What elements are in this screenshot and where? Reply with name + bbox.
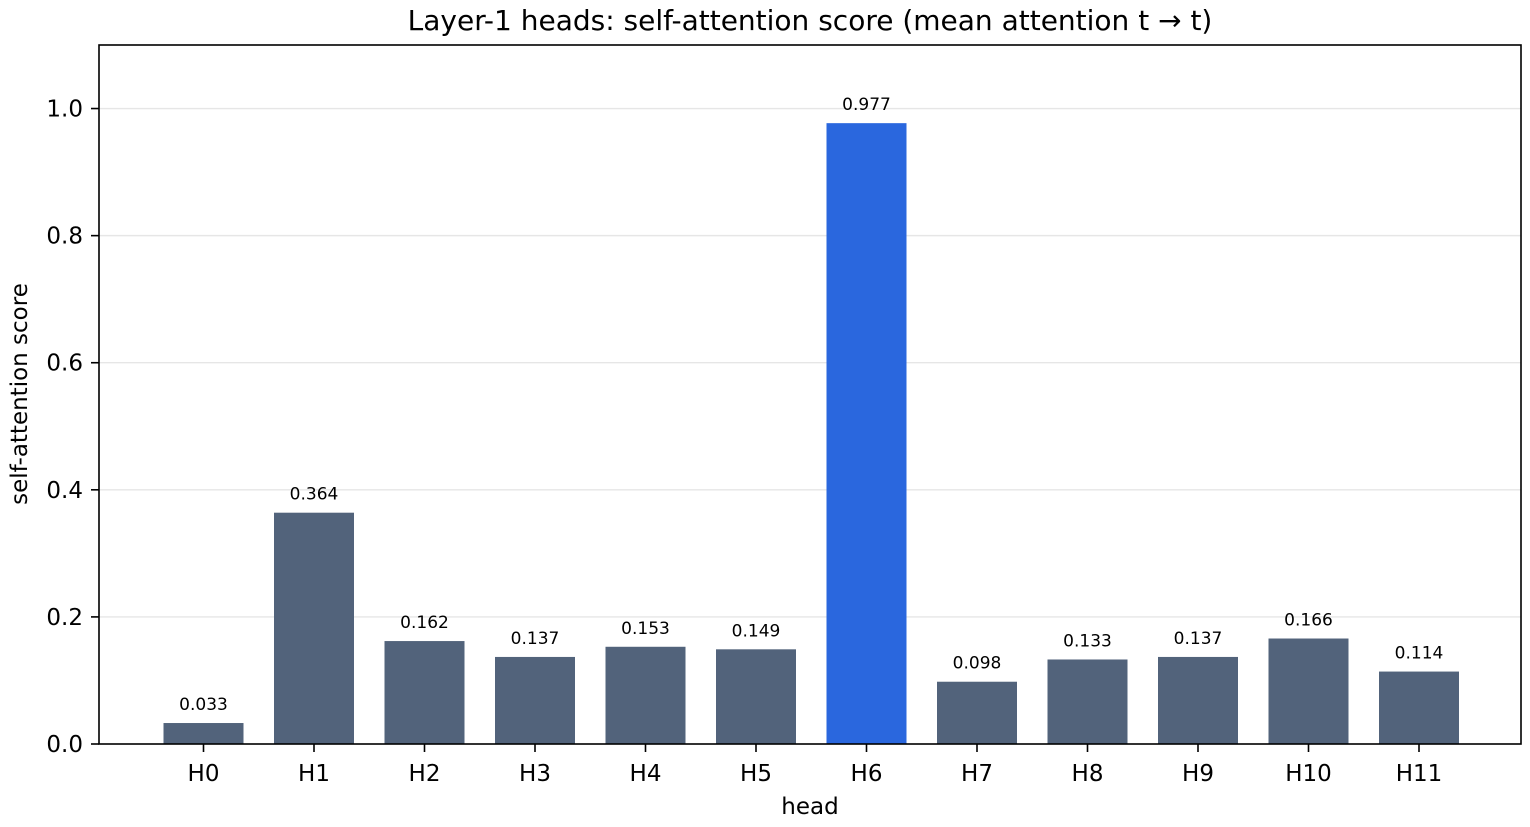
data-label: 0.114 <box>1395 644 1444 664</box>
x-axis-label: head <box>781 794 838 820</box>
bar-h3 <box>495 656 575 744</box>
y-tick-label: 1.0 <box>46 97 83 123</box>
bar-h6 <box>826 123 907 745</box>
data-label: 0.977 <box>842 95 891 115</box>
bar-h9 <box>1158 656 1238 744</box>
y-axis-ticks: 0.0 0.2 0.4 0.6 0.8 1.0 <box>46 97 99 758</box>
bar-h7 <box>937 681 1017 744</box>
x-tick-label: H3 <box>519 761 551 787</box>
bar-h5 <box>716 649 796 744</box>
bar-h2 <box>384 641 465 744</box>
y-tick-label: 0.6 <box>46 351 83 377</box>
x-tick-label: H1 <box>298 761 330 787</box>
bar-h11 <box>1379 671 1459 744</box>
x-tick-label: H10 <box>1285 761 1332 787</box>
data-label: 0.364 <box>290 485 339 505</box>
data-label: 0.137 <box>511 629 560 649</box>
bar-h4 <box>605 646 686 744</box>
bar-h10 <box>1268 638 1349 744</box>
x-tick-label: H2 <box>409 761 441 787</box>
bar-h8 <box>1047 659 1128 744</box>
data-label: 0.137 <box>1174 629 1223 649</box>
x-tick-label: H11 <box>1396 761 1443 787</box>
x-tick-label: H8 <box>1072 761 1104 787</box>
x-tick-label: H4 <box>630 761 662 787</box>
y-tick-label: 0.4 <box>46 478 83 504</box>
data-label: 0.098 <box>953 654 1002 674</box>
data-label: 0.149 <box>732 621 781 641</box>
data-labels: 0.033 0.364 0.162 0.137 0.153 0.149 0.977 0.098… <box>179 95 1443 715</box>
bar-h0 <box>163 723 244 744</box>
x-axis-ticks: H0 H1 H2 H3 H4 H5 H6 H7 H8 H9 H10 H11 <box>188 744 1443 787</box>
x-tick-label: H0 <box>188 761 220 787</box>
chart-title: Layer-1 heads: self-attention score (mea… <box>408 4 1213 37</box>
bars <box>163 123 1459 745</box>
y-axis-label: self-attention score <box>7 283 33 505</box>
y-tick-label: 0.8 <box>46 224 83 250</box>
data-label: 0.033 <box>179 695 228 715</box>
y-tick-label: 0.2 <box>46 605 83 631</box>
data-label: 0.162 <box>400 613 449 633</box>
x-tick-label: H6 <box>851 761 883 787</box>
grid-lines <box>99 107 1521 618</box>
x-tick-label: H5 <box>740 761 772 787</box>
data-label: 0.133 <box>1063 631 1112 651</box>
x-tick-label: H7 <box>961 761 993 787</box>
data-label: 0.166 <box>1284 611 1333 631</box>
bar-h1 <box>274 512 354 744</box>
data-label: 0.153 <box>621 619 670 639</box>
x-tick-label: H9 <box>1182 761 1214 787</box>
plot-frame <box>98 44 1522 745</box>
y-tick-label: 0.0 <box>46 732 83 758</box>
